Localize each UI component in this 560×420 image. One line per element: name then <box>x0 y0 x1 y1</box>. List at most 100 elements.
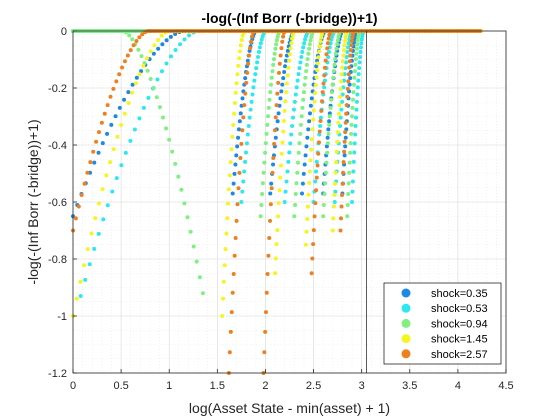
data-point <box>327 114 332 119</box>
x-tick-label: 1.5 <box>210 380 225 392</box>
data-point <box>324 144 329 149</box>
data-point <box>301 45 306 50</box>
data-point <box>145 68 150 73</box>
data-point <box>151 85 156 90</box>
data-point <box>91 149 96 154</box>
data-point <box>305 135 310 140</box>
data-point <box>278 53 283 58</box>
y-tick-label: -0.4 <box>48 140 67 152</box>
data-point <box>358 54 363 59</box>
data-points <box>71 29 483 375</box>
data-point <box>226 201 231 206</box>
x-tick-label: 1 <box>166 380 172 392</box>
data-point <box>298 131 303 136</box>
data-point <box>290 123 295 128</box>
data-point <box>262 350 267 355</box>
data-point <box>339 107 344 112</box>
data-point <box>179 187 184 192</box>
data-point <box>277 103 282 108</box>
data-point <box>231 123 236 128</box>
data-point <box>327 49 332 54</box>
data-point <box>96 231 101 236</box>
data-point <box>231 181 236 186</box>
data-point <box>358 49 363 54</box>
data-point <box>276 201 281 206</box>
data-point <box>290 36 295 41</box>
data-point <box>250 92 255 97</box>
data-point <box>235 144 240 149</box>
data-point <box>238 111 243 116</box>
data-point <box>272 141 277 146</box>
data-point <box>78 294 83 299</box>
y-tick-label: -1 <box>57 311 67 323</box>
data-point <box>344 103 349 108</box>
data-point <box>300 181 305 186</box>
data-point <box>277 188 282 193</box>
data-point <box>316 55 321 60</box>
data-point <box>340 59 345 64</box>
x-tick-label: 4 <box>455 380 461 392</box>
data-point <box>88 160 93 165</box>
data-point <box>340 65 345 70</box>
data-point <box>85 247 90 252</box>
data-point <box>133 81 138 86</box>
data-point <box>284 53 289 58</box>
data-point <box>325 41 330 46</box>
data-point <box>269 186 274 191</box>
data-point <box>340 99 345 104</box>
data-point <box>283 64 288 69</box>
data-point <box>308 158 313 163</box>
data-point <box>334 149 339 154</box>
data-point <box>339 79 344 84</box>
data-point <box>246 123 251 128</box>
data-point <box>281 76 286 81</box>
data-point <box>294 85 299 90</box>
data-point <box>285 169 290 174</box>
data-point <box>341 53 346 58</box>
data-point <box>105 131 110 136</box>
data-point <box>291 115 296 120</box>
data-point <box>277 61 282 66</box>
data-point <box>245 132 250 137</box>
data-point <box>317 44 322 49</box>
data-point <box>308 103 313 108</box>
data-point <box>316 151 321 156</box>
data-point <box>327 119 332 124</box>
data-point <box>222 263 227 268</box>
data-point <box>286 159 291 164</box>
data-point <box>348 53 353 58</box>
data-point <box>293 202 298 207</box>
data-point <box>338 228 343 233</box>
data-point <box>231 272 236 277</box>
y-tick-label: -0.6 <box>48 197 67 209</box>
data-point <box>255 60 260 65</box>
data-point <box>278 96 283 101</box>
data-point <box>159 33 164 38</box>
data-point <box>356 78 361 83</box>
data-point <box>289 132 294 137</box>
data-point <box>119 123 124 128</box>
data-point <box>300 191 305 196</box>
data-point <box>304 69 309 74</box>
data-point <box>85 170 90 175</box>
data-point <box>292 214 297 219</box>
data-point <box>232 171 237 176</box>
data-point <box>267 236 272 241</box>
data-point <box>325 46 330 51</box>
data-point <box>333 170 338 175</box>
data-point <box>320 90 325 95</box>
data-point <box>322 85 327 90</box>
data-point <box>307 119 312 124</box>
data-point <box>343 120 348 125</box>
data-point <box>151 51 156 56</box>
data-point <box>343 35 348 40</box>
data-point <box>100 141 105 146</box>
data-point <box>334 46 339 51</box>
data-point <box>261 170 266 175</box>
data-point <box>242 103 247 108</box>
data-point <box>236 186 241 191</box>
data-point <box>295 170 300 175</box>
data-point <box>355 92 360 97</box>
data-point <box>276 80 281 85</box>
data-point <box>282 108 287 113</box>
